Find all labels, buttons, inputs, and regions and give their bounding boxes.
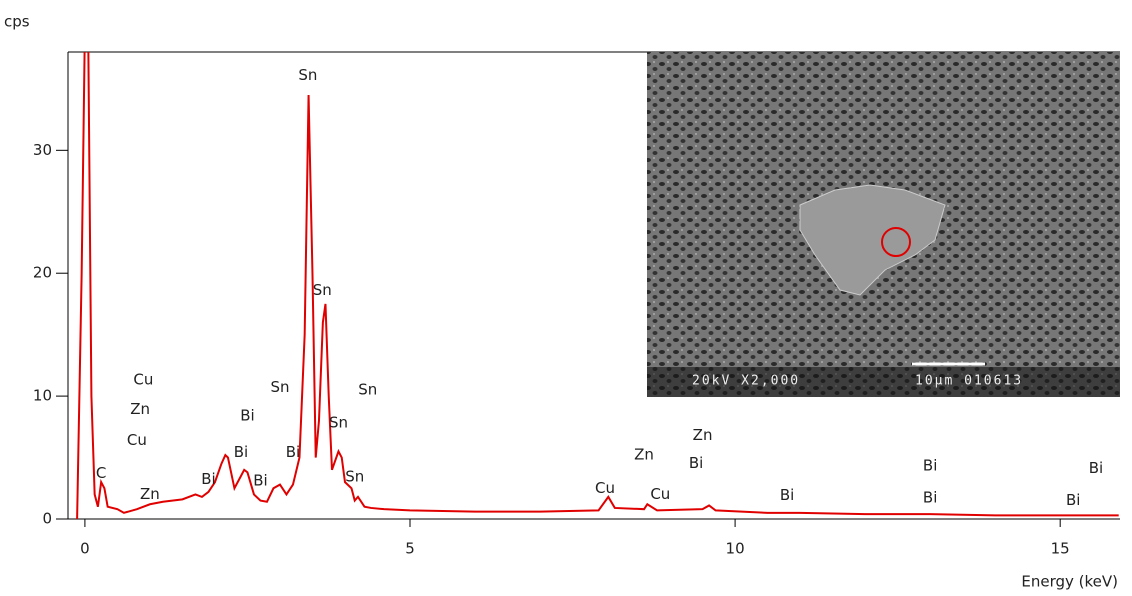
sem-image: 20kV X2,000 10µm 010613 bbox=[647, 52, 1120, 397]
peak-label: Cu bbox=[133, 371, 153, 389]
peak-label: Sn bbox=[270, 378, 289, 396]
peak-label: Sn bbox=[298, 66, 317, 84]
y-tick-label: 30 bbox=[33, 141, 52, 159]
peak-label: Zn bbox=[140, 485, 160, 503]
y-tick-label: 10 bbox=[33, 387, 52, 405]
peak-label: Bi bbox=[286, 443, 300, 461]
peak-label: Cu bbox=[127, 431, 147, 449]
peak-label: Sn bbox=[345, 468, 364, 486]
peak-label: Cu bbox=[595, 479, 615, 497]
peak-label: Zn bbox=[130, 400, 150, 418]
peak-label: Bi bbox=[923, 489, 937, 507]
peak-label: Sn bbox=[329, 414, 348, 432]
inset-caption: 20kV X2,000 bbox=[692, 374, 800, 389]
peak-label: C bbox=[96, 464, 106, 482]
peak-label: Bi bbox=[689, 454, 703, 472]
peak-label: Bi bbox=[240, 406, 254, 424]
x-tick-label: 15 bbox=[1051, 540, 1070, 558]
x-tick-label: 10 bbox=[726, 540, 745, 558]
peak-label: Zn bbox=[693, 426, 713, 444]
chart: cps Energy (keV) 20kV X2,000 10µm 010613… bbox=[0, 0, 1132, 596]
peak-label: Bi bbox=[253, 471, 267, 489]
peak-label: Bi bbox=[201, 470, 215, 488]
y-tick-label: 0 bbox=[42, 510, 52, 528]
peak-label: Bi bbox=[234, 443, 248, 461]
peak-label: Sn bbox=[313, 281, 332, 299]
peak-label: Bi bbox=[1089, 459, 1103, 477]
x-axis-label: Energy (keV) bbox=[1021, 573, 1118, 591]
inset-caption: 10µm 010613 bbox=[915, 374, 1023, 389]
peak-label: Cu bbox=[650, 485, 670, 503]
y-tick-label: 20 bbox=[33, 264, 52, 282]
x-tick-label: 5 bbox=[405, 540, 415, 558]
peak-label: Bi bbox=[923, 457, 937, 475]
peak-label: Bi bbox=[1066, 491, 1080, 509]
peak-label: Bi bbox=[780, 486, 794, 504]
x-tick-label: 0 bbox=[80, 540, 90, 558]
peak-label: Zn bbox=[634, 446, 654, 464]
peak-label: Sn bbox=[358, 380, 377, 398]
y-axis-label: cps bbox=[4, 13, 30, 31]
